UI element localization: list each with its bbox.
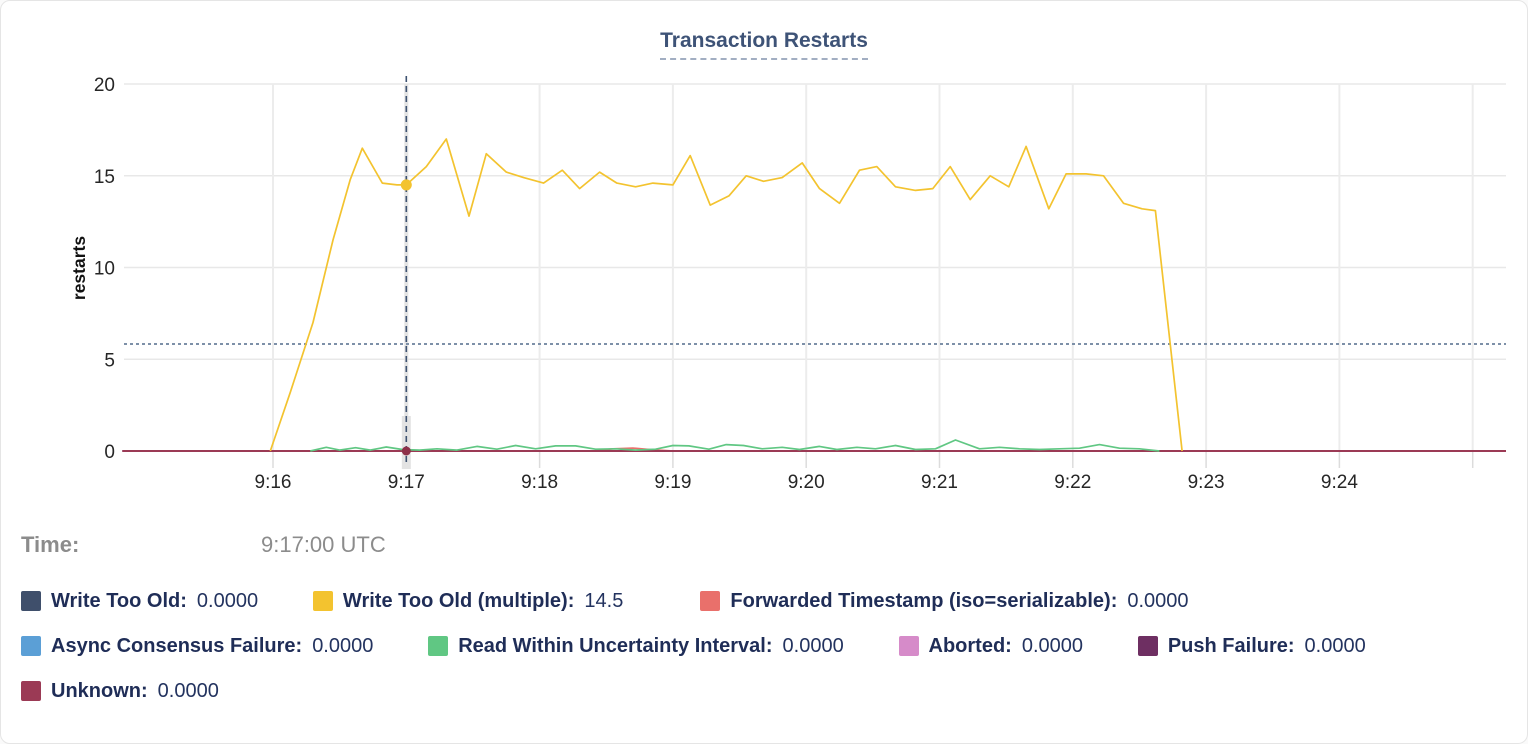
y-axis-tick-label: 20 (94, 75, 115, 96)
hover-point-unknown (401, 446, 411, 456)
legend-item-push-failure[interactable]: Push Failure: 0.0000 (1137, 634, 1375, 658)
legend-series-name: Write Too Old: (51, 589, 187, 612)
chart-legend: Write Too Old: 0.0000 Write Too Old (multi… (21, 586, 1511, 721)
legend-series-name: Async Consensus Failure: (51, 634, 303, 657)
x-axis-tick-label: 9:20 (788, 472, 825, 493)
legend-item-unknown[interactable]: Unknown: 0.0000 (21, 680, 228, 703)
legend-series-value: 14.5 (584, 589, 624, 612)
legend-series-value: 0.0000 (782, 634, 844, 657)
x-axis-tick-label: 9:18 (521, 472, 558, 493)
time-label: Time: (21, 532, 80, 557)
legend-series-name: Aborted: (928, 634, 1012, 657)
y-axis-tick-label: 10 (94, 259, 115, 280)
legend-swatch-icon (21, 591, 41, 611)
series-line-read-within-uncertainty-interval (310, 439, 1160, 452)
legend-row: Async Consensus Failure: 0.0000 Read Withi… (21, 631, 1511, 661)
legend-item-write-too-old[interactable]: Write Too Old: 0.0000 (21, 590, 267, 613)
x-axis-tick-label: 9:24 (1321, 472, 1358, 493)
legend-series-name: Unknown: (51, 679, 148, 702)
legend-swatch-icon (700, 591, 721, 611)
legend-series-value: 0.0000 (1304, 634, 1366, 657)
x-axis-tick-label: 9:23 (1188, 472, 1225, 493)
hover-axis-band (401, 416, 411, 469)
x-axis-tick-label: 9:16 (255, 472, 292, 493)
legend-series-value: 0.0000 (312, 634, 374, 657)
chart-header: Transaction Restarts (1, 29, 1527, 60)
legend-series-value: 0.0000 (1127, 589, 1189, 612)
legend-series-value: 0.0000 (1021, 634, 1084, 657)
legend-item-forwarded-timestamp-iso-serializable[interactable]: Forwarded Timestamp (iso=serializable): 0… (700, 590, 1197, 613)
legend-swatch-icon (428, 636, 449, 656)
legend-series-name: Read Within Uncertainty Interval: (458, 634, 773, 657)
legend-swatch-icon (1137, 636, 1158, 656)
legend-item-write-too-old-multiple[interactable]: Write Too Old (multiple): 14.5 (312, 589, 654, 613)
legend-series-name: Push Failure: (1167, 634, 1295, 657)
legend-swatch-icon (21, 681, 41, 701)
hover-point-write-too-old-multiple (400, 179, 412, 191)
legend-row: Unknown: 0.0000 (21, 676, 1511, 706)
legend-series-name: Write Too Old (multiple): (342, 589, 575, 612)
chart-title[interactable]: Transaction Restarts (660, 29, 868, 60)
legend-item-aborted[interactable]: Aborted: 0.0000 (898, 634, 1092, 658)
legend-row: Write Too Old: 0.0000 Write Too Old (multi… (21, 586, 1511, 616)
legend-series-value: 0.0000 (196, 589, 259, 612)
time-value: 9:17:00 UTC (261, 532, 386, 557)
x-axis-tick-label: 9:17 (388, 472, 425, 493)
legend-series-name: Forwarded Timestamp (iso=serializable): (730, 589, 1118, 612)
legend-swatch-icon (312, 591, 333, 611)
hover-time-row: Time: 9:17:00 UTC (21, 532, 386, 558)
y-axis-tick-label: 0 (104, 442, 115, 463)
y-axis-title: restarts (69, 236, 89, 300)
chart-plot-area[interactable]: 0 5 10 15 20 9:16 9:17 9:18 9:19 9:20 9:21 9:22 9:23… (1, 61, 1528, 511)
x-axis-tick-label: 9:21 (921, 472, 958, 493)
y-axis-tick-label: 15 (94, 167, 115, 188)
legend-swatch-icon (21, 636, 41, 656)
x-axis-tick-label: 9:22 (1054, 472, 1091, 493)
legend-item-async-consensus-failure[interactable]: Async Consensus Failure: 0.0000 (21, 635, 382, 658)
legend-item-read-within-uncertainty-interval[interactable]: Read Within Uncertainty Interval: 0.0000 (428, 635, 852, 658)
x-axis-tick-label: 9:19 (654, 472, 691, 493)
legend-swatch-icon (898, 636, 919, 656)
y-axis-tick-label: 5 (104, 350, 115, 371)
legend-series-value: 0.0000 (157, 679, 219, 702)
